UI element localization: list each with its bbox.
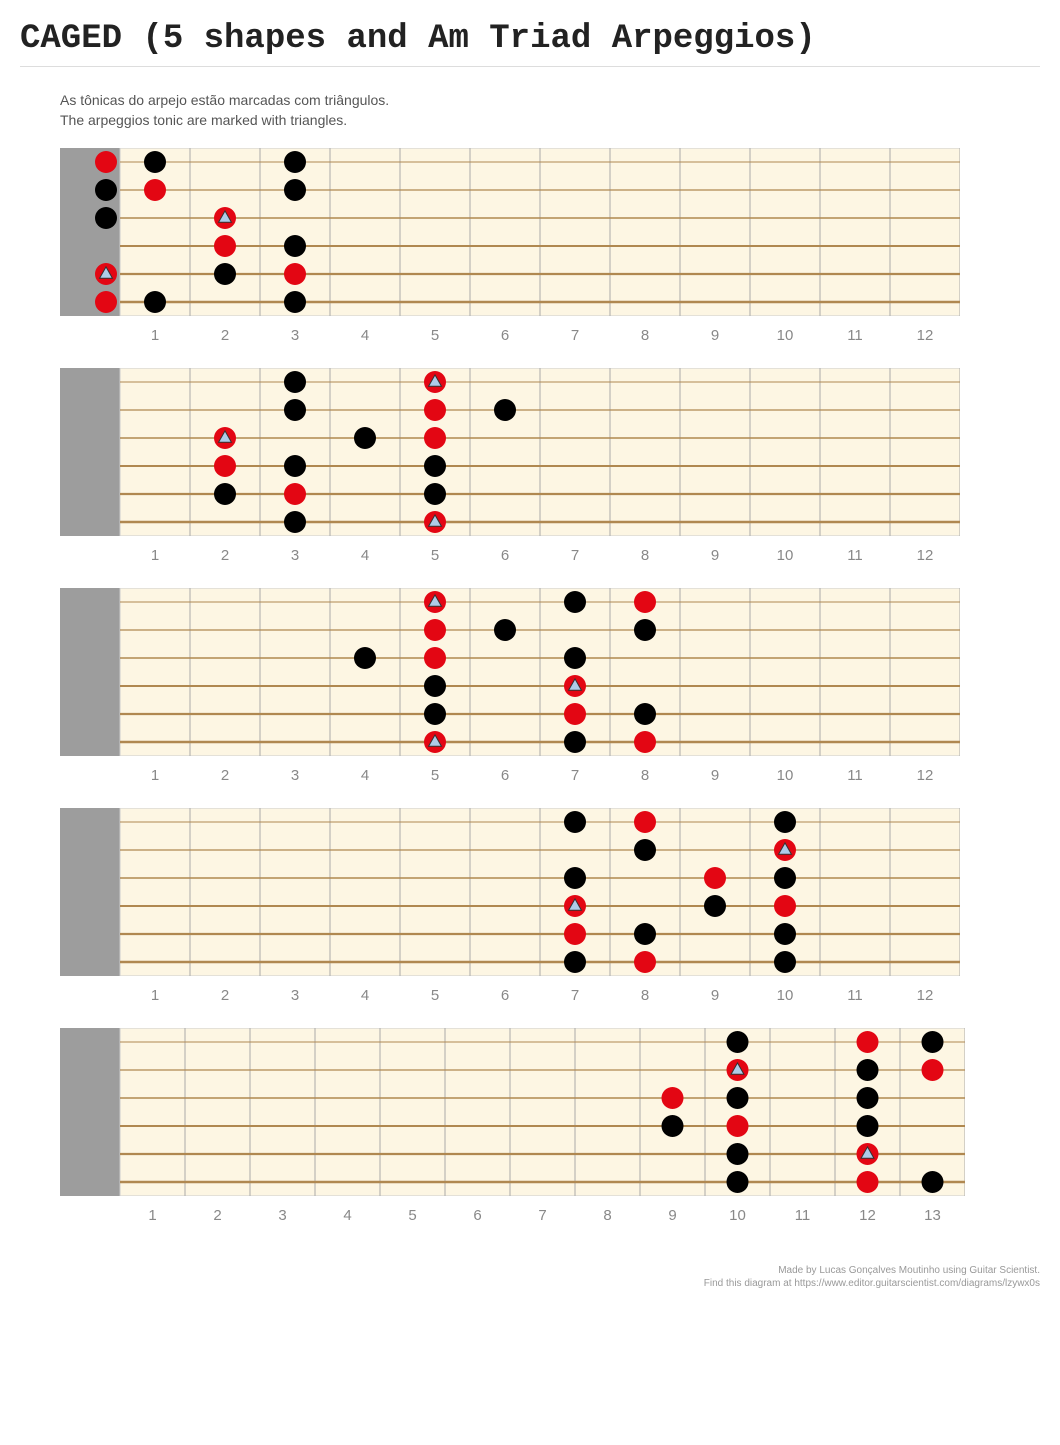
fret-number: 3	[260, 767, 330, 784]
fret-number: 6	[445, 1207, 510, 1224]
fretboard-block	[60, 588, 1040, 761]
fret-number: 1	[120, 767, 190, 784]
fretboard-diagram	[60, 148, 960, 316]
fret-number: 1	[120, 1207, 185, 1224]
fretboard-diagram	[60, 588, 960, 756]
fret-number: 1	[120, 547, 190, 564]
fret-number: 12	[890, 547, 960, 564]
fret-number: 7	[540, 547, 610, 564]
fret-number: 7	[540, 767, 610, 784]
fret-number-row: 123456789101112	[120, 547, 1040, 564]
fretboards-container: 1234567891011121234567891011121234567891…	[20, 148, 1040, 1224]
fret-number: 10	[750, 767, 820, 784]
fret-number-row: 123456789101112	[120, 987, 1040, 1004]
fret-number: 11	[820, 987, 890, 1004]
caption-line-1: As tônicas do arpejo estão marcadas com …	[60, 91, 1040, 111]
fret-number: 12	[890, 767, 960, 784]
fret-number: 8	[610, 987, 680, 1004]
fret-number: 13	[900, 1207, 965, 1224]
title-rule	[20, 66, 1040, 67]
fret-number: 12	[890, 987, 960, 1004]
fret-number: 5	[400, 987, 470, 1004]
fretboard-diagram	[60, 808, 960, 976]
fret-number: 5	[400, 767, 470, 784]
fretboard-diagram	[60, 368, 960, 536]
fret-number-row: 123456789101112	[120, 327, 1040, 344]
fret-number-row: 12345678910111213	[120, 1207, 1040, 1224]
footer-line-1: Made by Lucas Gonçalves Moutinho using G…	[20, 1264, 1040, 1277]
fret-number: 2	[190, 987, 260, 1004]
fret-number: 8	[610, 327, 680, 344]
fret-number: 3	[250, 1207, 315, 1224]
fret-number: 9	[680, 327, 750, 344]
fret-number: 7	[540, 987, 610, 1004]
fret-number: 10	[750, 547, 820, 564]
fret-number: 3	[260, 327, 330, 344]
fret-number: 10	[750, 327, 820, 344]
fret-number: 9	[680, 767, 750, 784]
fret-number: 3	[260, 987, 330, 1004]
fret-number: 11	[770, 1207, 835, 1224]
fretboard-block	[60, 368, 1040, 541]
footer-line-2: Find this diagram at https://www.editor.…	[20, 1277, 1040, 1290]
caption: As tônicas do arpejo estão marcadas com …	[60, 91, 1040, 130]
fret-number: 2	[185, 1207, 250, 1224]
fret-number: 6	[470, 767, 540, 784]
fretboard-block	[60, 148, 1040, 321]
fret-number: 8	[610, 547, 680, 564]
fretboard-diagram	[60, 1028, 965, 1196]
fret-number: 11	[820, 767, 890, 784]
fret-number: 3	[260, 547, 330, 564]
fret-number: 4	[315, 1207, 380, 1224]
fret-number: 8	[575, 1207, 640, 1224]
fret-number-row: 123456789101112	[120, 767, 1040, 784]
fret-number: 2	[190, 547, 260, 564]
fret-number: 6	[470, 327, 540, 344]
fret-number: 5	[400, 547, 470, 564]
fret-number: 11	[820, 327, 890, 344]
fret-number: 8	[610, 767, 680, 784]
fret-number: 5	[380, 1207, 445, 1224]
fret-number: 9	[680, 987, 750, 1004]
fret-number: 4	[330, 987, 400, 1004]
fret-number: 12	[835, 1207, 900, 1224]
fret-number: 2	[190, 767, 260, 784]
fret-number: 10	[705, 1207, 770, 1224]
fretboard-block	[60, 808, 1040, 981]
fret-number: 9	[680, 547, 750, 564]
fretboard-block	[60, 1028, 1040, 1201]
fret-number: 7	[540, 327, 610, 344]
footer-credits: Made by Lucas Gonçalves Moutinho using G…	[20, 1264, 1040, 1290]
page-title: CAGED (5 shapes and Am Triad Arpeggios)	[20, 20, 1040, 58]
fret-number: 4	[330, 547, 400, 564]
fret-number: 12	[890, 327, 960, 344]
caption-line-2: The arpeggios tonic are marked with tria…	[60, 111, 1040, 131]
fret-number: 1	[120, 327, 190, 344]
fret-number: 9	[640, 1207, 705, 1224]
fret-number: 4	[330, 327, 400, 344]
fret-number: 10	[750, 987, 820, 1004]
fret-number: 11	[820, 547, 890, 564]
fret-number: 6	[470, 547, 540, 564]
fret-number: 1	[120, 987, 190, 1004]
fret-number: 7	[510, 1207, 575, 1224]
fret-number: 4	[330, 767, 400, 784]
fret-number: 2	[190, 327, 260, 344]
fret-number: 6	[470, 987, 540, 1004]
fret-number: 5	[400, 327, 470, 344]
